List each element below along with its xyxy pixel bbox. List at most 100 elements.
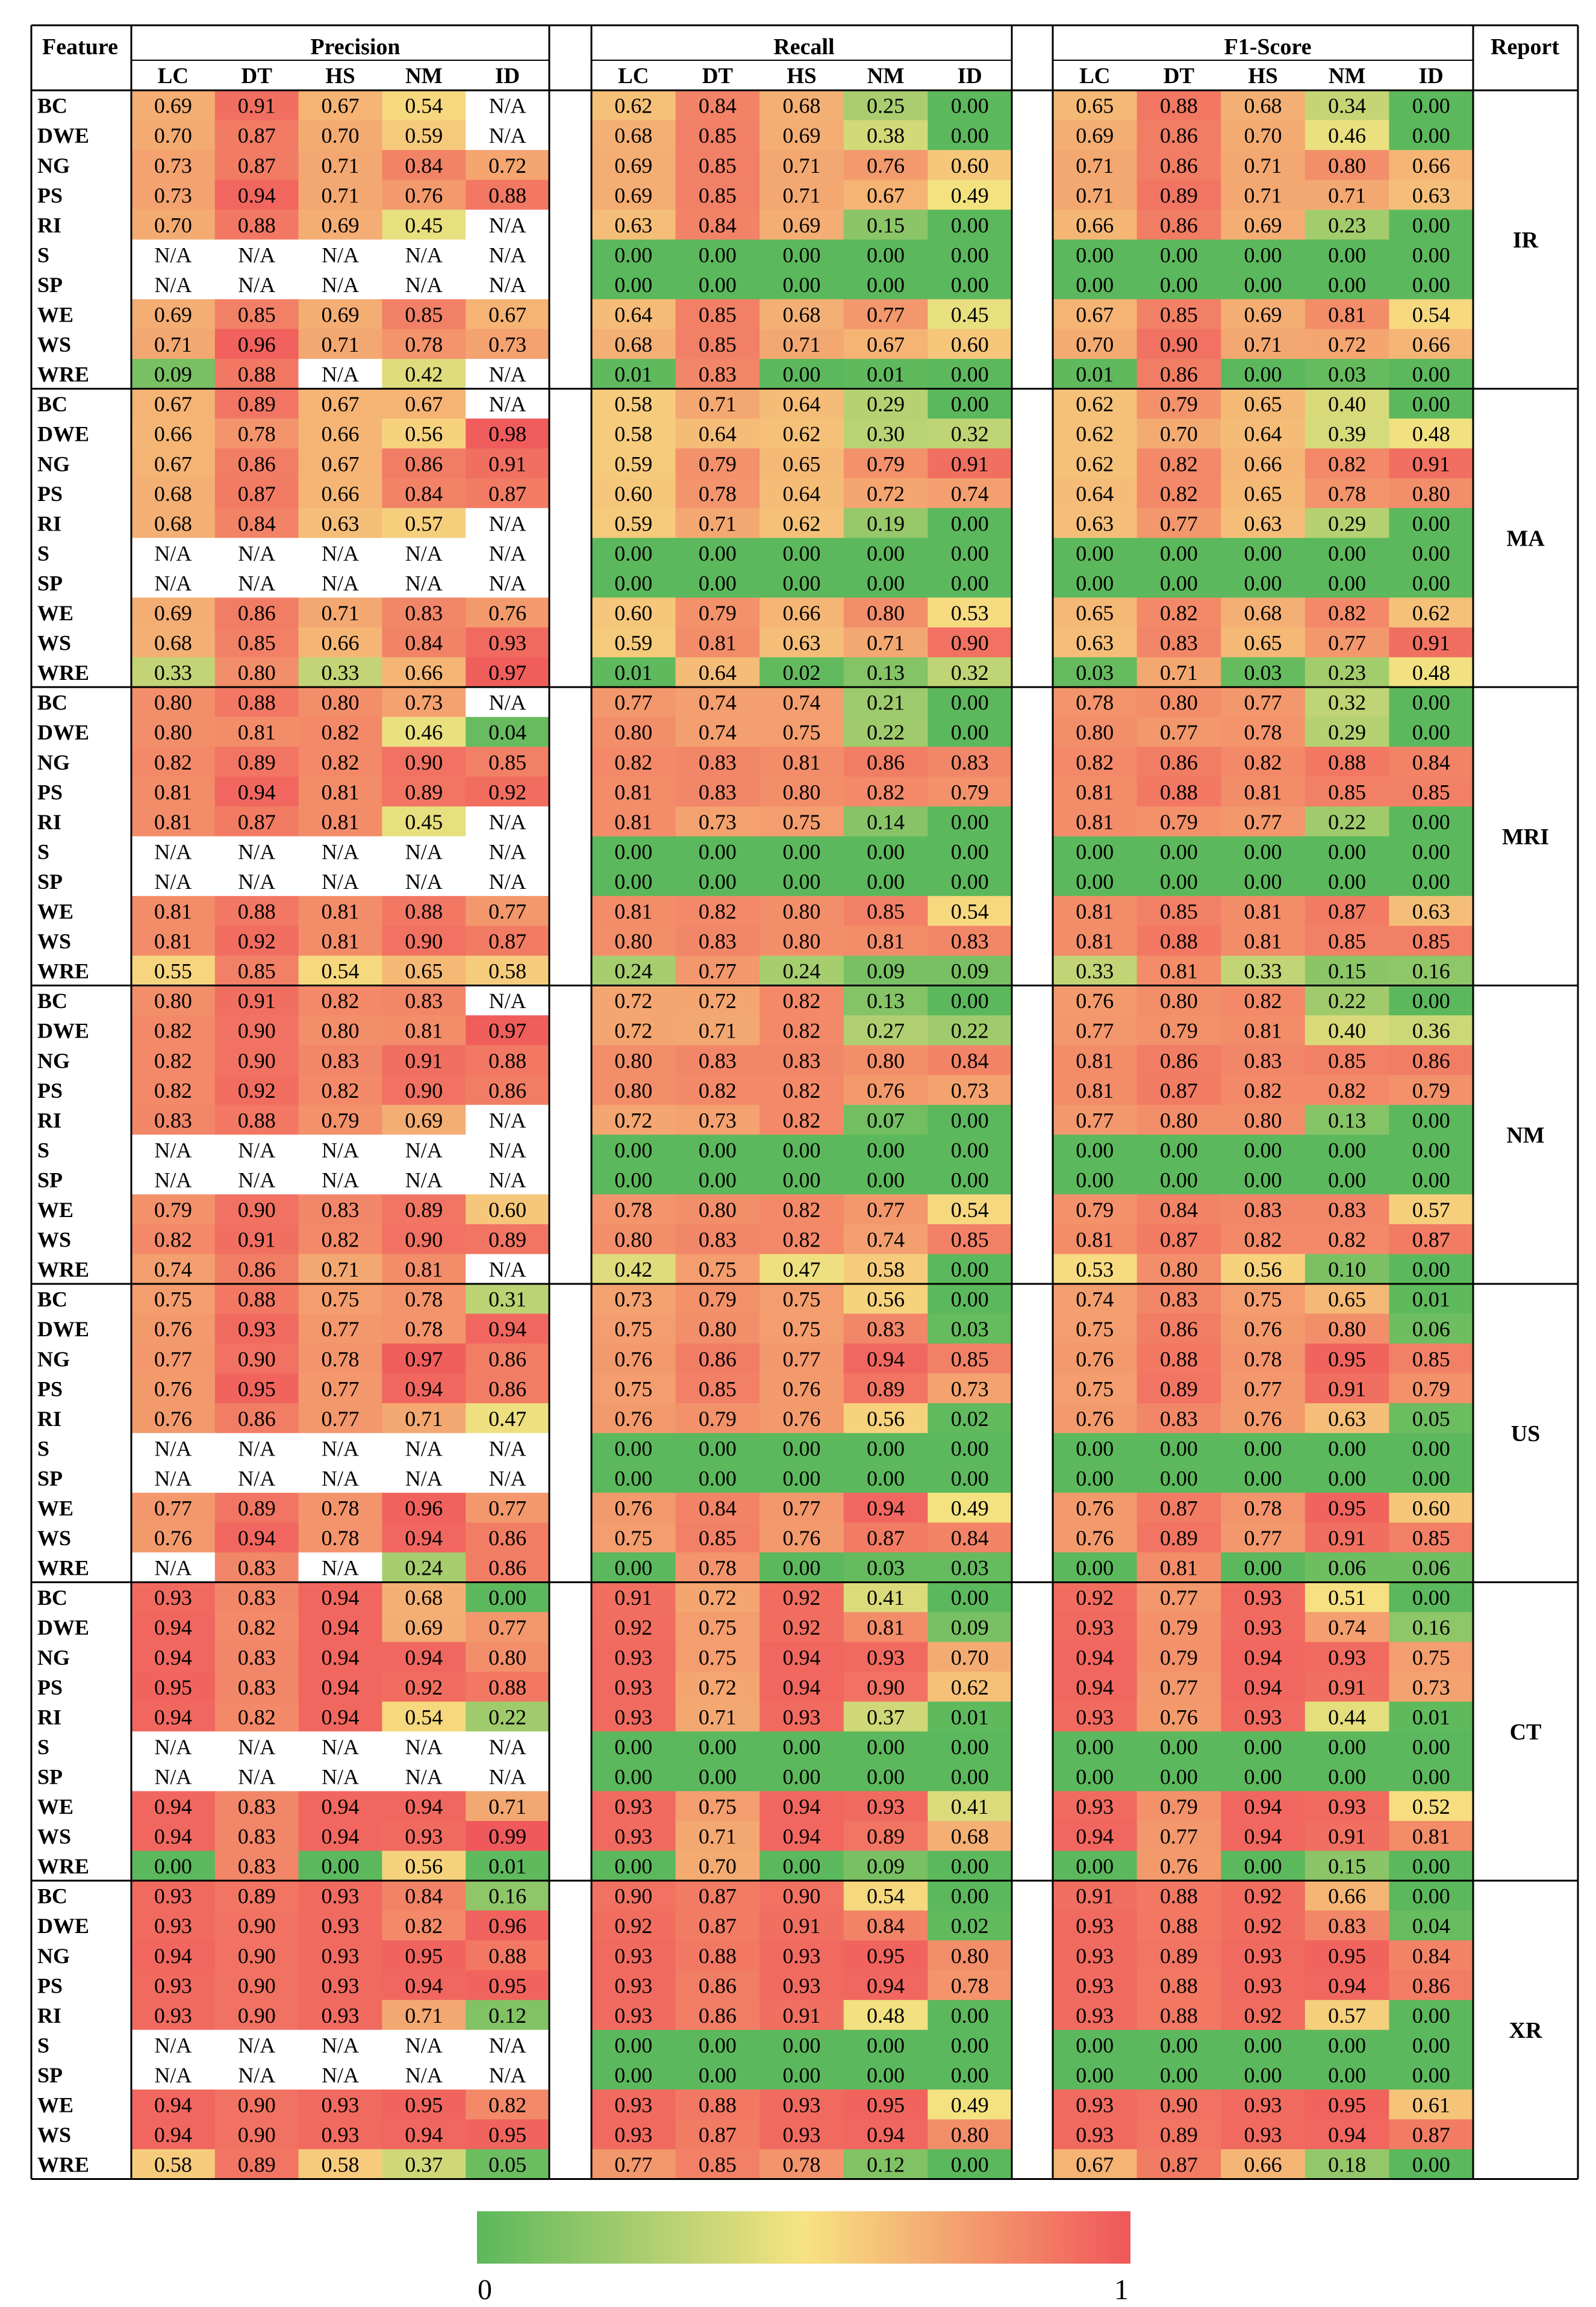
heatmap-cell: [214, 776, 299, 807]
cell-value: 0.29: [1328, 511, 1366, 535]
cell-value: N/A: [489, 2033, 526, 2057]
cell-value: 0.85: [699, 1526, 737, 1550]
heatmap-cell: [759, 1284, 844, 1315]
cell-value: 0.00: [867, 1138, 905, 1162]
cell-value: 0.88: [238, 213, 276, 237]
heatmap-cell: [466, 358, 550, 390]
cell-value: 0.00: [1076, 1764, 1114, 1789]
heatmap-cell: [298, 508, 382, 538]
cell-value: 0.00: [322, 1854, 360, 1878]
heatmap-cell: [1305, 358, 1389, 390]
heatmap-cell: [1221, 210, 1306, 240]
heatmap-cell: [927, 717, 1012, 747]
heatmap-cell: [382, 239, 466, 270]
heatmap-cell: [1053, 1045, 1138, 1076]
cell-value: 0.93: [1328, 1645, 1366, 1669]
heatmap-cell: [927, 1194, 1012, 1225]
cell-value: 0.88: [488, 1944, 526, 1968]
cell-value: 0.00: [1244, 1138, 1282, 1162]
cell-value: 0.83: [238, 1645, 276, 1669]
heatmap-cell: [675, 508, 760, 538]
heatmap-cell: [1136, 1135, 1221, 1165]
heatmap-cell: [759, 239, 844, 270]
cell-value: 0.86: [405, 452, 443, 476]
heatmap-cell: [298, 1045, 382, 1076]
cell-value: 0.60: [951, 332, 989, 356]
cell-value: 0.00: [1328, 1735, 1366, 1759]
cell-value: 0.86: [1412, 1973, 1450, 1997]
heatmap-cell: [466, 478, 550, 509]
cell-value: N/A: [238, 1436, 275, 1460]
cell-value: 0.00: [1412, 691, 1450, 715]
heatmap-cell: [214, 1045, 299, 1076]
cell-value: 0.94: [154, 1616, 192, 1640]
heatmap-cell: [466, 269, 550, 300]
cell-value: 0.86: [1160, 750, 1198, 774]
cell-value: 0.94: [154, 2093, 192, 2117]
heatmap-cell: [1053, 210, 1138, 240]
cell-value: 0.00: [614, 1168, 652, 1192]
cell-value: 0.73: [699, 1108, 737, 1132]
heatmap-cell: [675, 1045, 760, 1076]
cell-value: 0.00: [1076, 571, 1114, 595]
cell-value: 0.00: [699, 1466, 737, 1490]
heatmap-cell: [1221, 538, 1306, 568]
heatmap-cell: [131, 478, 216, 509]
heatmap-cell: [1136, 1284, 1221, 1315]
heatmap-cell: [1389, 478, 1474, 509]
cell-value: 0.85: [1412, 780, 1450, 804]
heatmap-cell: [675, 150, 760, 181]
cell-value: 0.94: [238, 1526, 276, 1550]
cell-value: 0.81: [1328, 303, 1366, 327]
cell-value: 0.93: [867, 1645, 905, 1669]
heatmap-cell: [927, 150, 1012, 181]
cell-value: 0.00: [614, 1764, 652, 1789]
heatmap-cell: [131, 1075, 216, 1106]
cell-value: 0.13: [1328, 1108, 1366, 1132]
feature-label-ri: RI: [37, 2003, 61, 2028]
cell-value: 0.87: [1160, 1079, 1198, 1103]
heatmap-cell: [927, 508, 1012, 538]
cell-value: 0.69: [154, 303, 192, 327]
feature-label-dwe: DWE: [37, 1616, 89, 1640]
cell-value: 0.93: [1244, 1705, 1282, 1729]
heatmap-cell: [1221, 120, 1306, 151]
feature-label-we: WE: [37, 601, 73, 625]
heatmap-cell: [1136, 747, 1221, 777]
colorbar: [477, 2211, 1130, 2264]
heatmap-cell: [382, 299, 466, 329]
heatmap-cell: [927, 239, 1012, 270]
cell-value: 0.88: [238, 691, 276, 715]
cell-value: 0.62: [783, 422, 821, 446]
cell-value: 0.24: [783, 959, 821, 983]
cell-value: 0.66: [1412, 154, 1450, 178]
heatmap-cell: [298, 926, 382, 956]
cell-value: 0.90: [238, 1944, 276, 1968]
cell-value: 0.54: [951, 900, 989, 924]
cell-value: 0.95: [1328, 1347, 1366, 1371]
heatmap-cell: [466, 717, 550, 747]
heatmap-cell: [214, 1135, 299, 1165]
cell-value: 0.88: [238, 1108, 276, 1132]
cell-value: 0.77: [1076, 1108, 1114, 1132]
cell-value: 0.85: [699, 303, 737, 327]
cell-value: 0.65: [405, 959, 443, 983]
cell-value: 0.91: [951, 452, 989, 476]
precision-header: Precision: [310, 34, 400, 60]
cell-value: 0.94: [322, 1616, 360, 1640]
cell-value: 0.00: [951, 2063, 989, 2087]
cell-value: 0.86: [238, 1407, 276, 1431]
cell-value: 0.74: [867, 1228, 905, 1252]
cell-value: 0.48: [1412, 422, 1450, 446]
heatmap-cell: [1136, 239, 1221, 270]
heatmap-cell: [1389, 299, 1474, 329]
heatmap-cell: [843, 1194, 928, 1225]
cell-value: 0.71: [405, 2003, 443, 2028]
heatmap-cell: [1053, 1135, 1138, 1165]
cell-value: N/A: [238, 1138, 275, 1162]
cell-value: 0.93: [154, 1973, 192, 1997]
cell-value: 0.71: [1328, 183, 1366, 207]
cell-value: 0.49: [951, 1496, 989, 1521]
heatmap-cell: [843, 478, 928, 509]
